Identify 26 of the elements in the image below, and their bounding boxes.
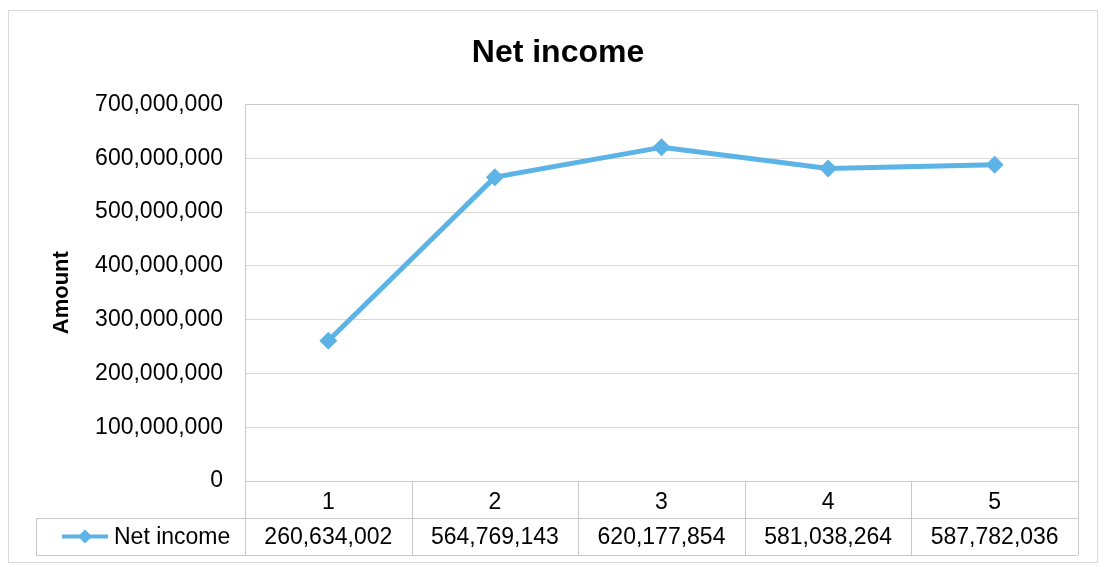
x-tick-label: 2: [488, 488, 502, 515]
legend-label: Net income: [114, 522, 231, 549]
chart-title: Net income: [471, 33, 645, 70]
x-tick-label: 5: [988, 488, 1002, 515]
point: [319, 331, 338, 350]
x-tick-label: 1: [321, 488, 335, 515]
y-tick-label: 700,000,000: [95, 89, 223, 116]
y-tick-label: 400,000,000: [95, 251, 223, 278]
point: [819, 159, 838, 178]
data-label: 260,634,002: [264, 522, 393, 549]
point: [485, 168, 504, 187]
y-tick-label: 500,000,000: [95, 197, 223, 224]
y-tick-label: 200,000,000: [95, 358, 223, 385]
y-tick-label: 0: [210, 466, 223, 493]
data-label: 564,769,143: [430, 522, 559, 549]
x-tick-label: 4: [821, 488, 835, 515]
x-tick-label: 3: [655, 488, 668, 515]
y-tick-label: 600,000,000: [95, 143, 223, 170]
y-tick-label: 100,000,000: [95, 412, 223, 439]
point: [652, 138, 671, 157]
y-axis-title: Amount: [48, 250, 74, 335]
y-tick-label: 300,000,000: [95, 304, 223, 331]
data-label: 581,038,264: [764, 522, 893, 549]
data-label: 587,782,036: [930, 522, 1059, 549]
point: [985, 155, 1004, 174]
data-label: 620,177,854: [597, 522, 726, 549]
